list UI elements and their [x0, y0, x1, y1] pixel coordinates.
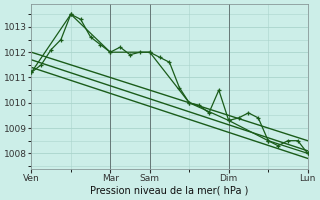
X-axis label: Pression niveau de la mer( hPa ): Pression niveau de la mer( hPa )	[90, 186, 249, 196]
